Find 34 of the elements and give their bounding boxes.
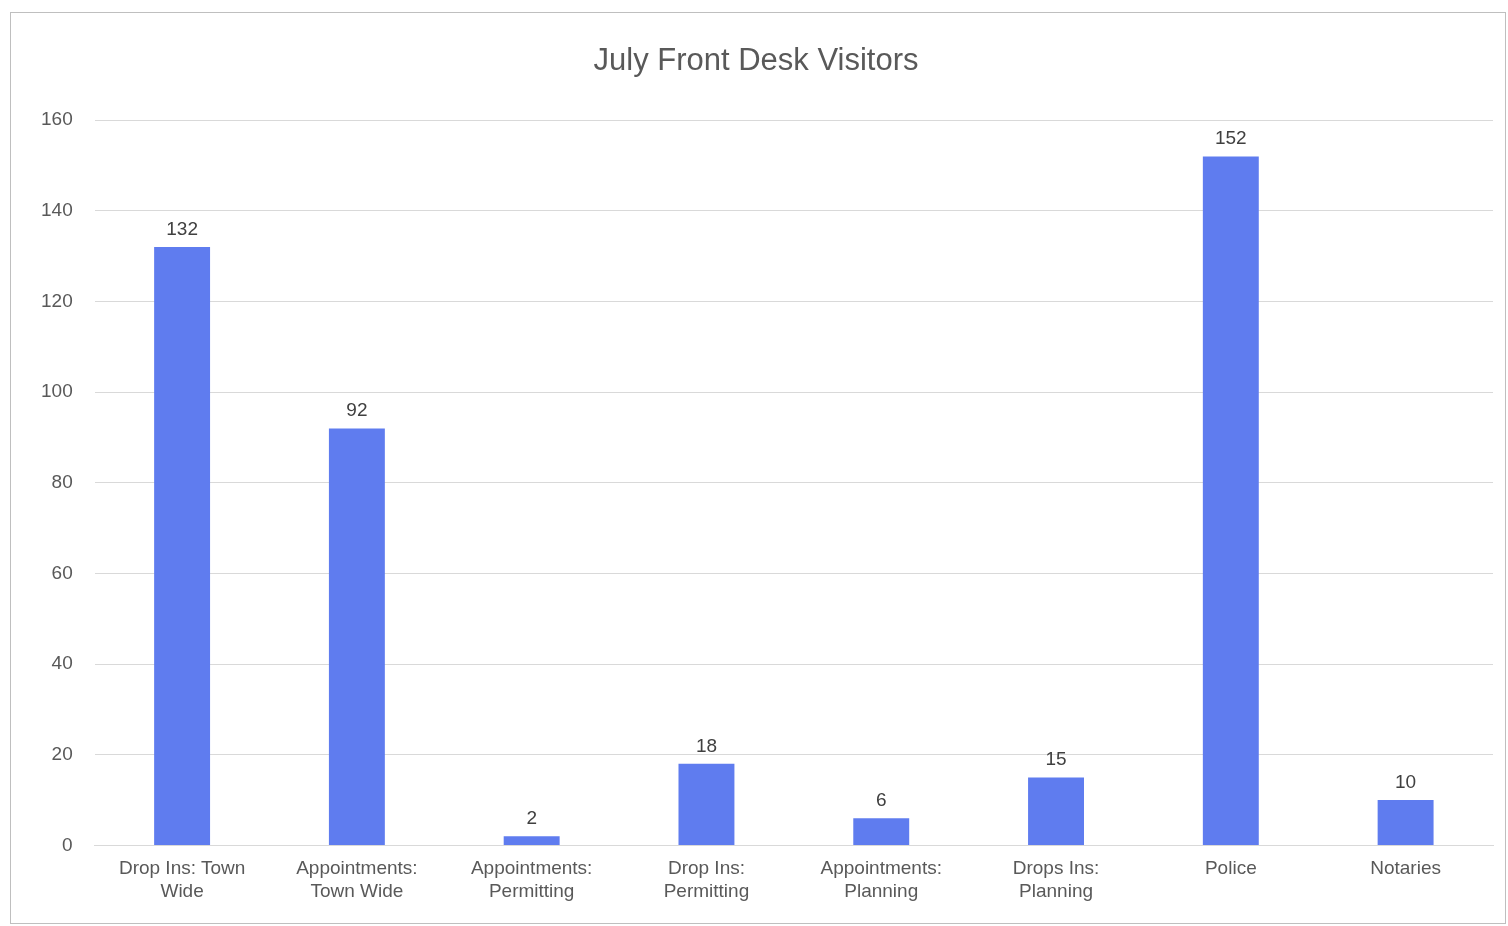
bar <box>1028 777 1084 845</box>
x-tick-label: Drops Ins: Planning <box>1012 857 1100 901</box>
x-tick-label: Appointments: Planning <box>820 857 942 901</box>
y-tick-label: 100 <box>41 380 73 402</box>
x-tick-label: Notaries <box>1370 857 1441 879</box>
data-label: 92 <box>346 399 368 421</box>
x-tick-label: Appointments: Town Wide <box>296 857 418 901</box>
bar <box>154 247 211 845</box>
y-tick-label: 40 <box>51 652 73 674</box>
bar <box>503 836 560 845</box>
data-label: 132 <box>166 217 198 239</box>
bar <box>1377 800 1434 845</box>
y-tick-label: 140 <box>41 199 73 221</box>
y-tick-label: 80 <box>51 471 73 493</box>
data-label: 10 <box>1395 770 1417 792</box>
chart-title: July Front Desk Visitors <box>593 42 919 78</box>
y-tick-label: 20 <box>51 742 73 764</box>
bar <box>1202 156 1259 845</box>
data-label: 6 <box>875 788 887 810</box>
data-label: 152 <box>1214 127 1247 149</box>
y-tick-label: 60 <box>51 561 73 583</box>
y-tick-label: 160 <box>41 108 73 130</box>
y-tick-label: 120 <box>41 289 73 311</box>
x-tick-label: Drop Ins: Permitting <box>663 857 750 901</box>
bar <box>328 428 385 845</box>
data-label: 15 <box>1045 748 1067 770</box>
x-tick-label: Police <box>1204 857 1257 879</box>
bar <box>678 763 735 845</box>
y-tick-label: 0 <box>62 833 73 855</box>
x-tick-label: Appointments: Permitting <box>470 857 593 901</box>
data-label: 2 <box>526 807 537 829</box>
x-tick-label: Drop Ins: Town Wide <box>118 857 246 901</box>
bar <box>853 818 910 845</box>
data-label: 18 <box>695 734 718 756</box>
